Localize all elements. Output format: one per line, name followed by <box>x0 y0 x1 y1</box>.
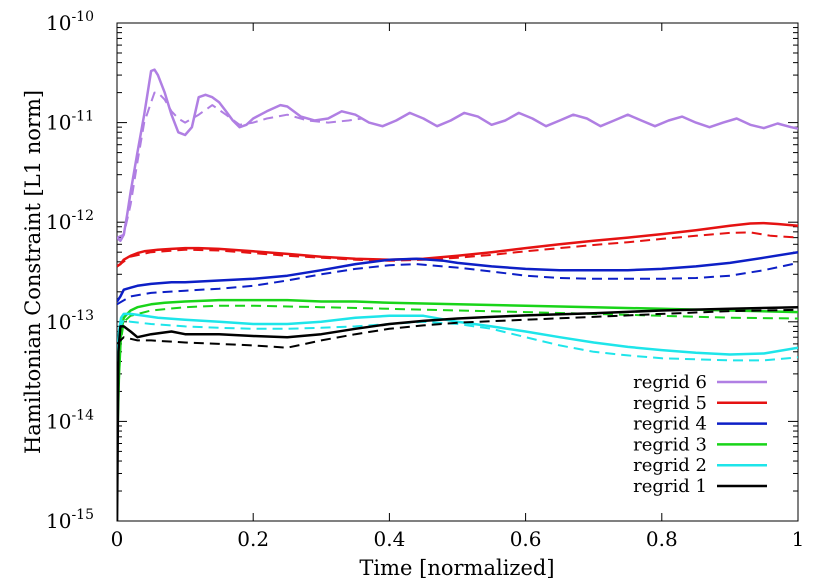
series-line-dashed-dashed <box>117 261 798 306</box>
y-tick-exponent: -15 <box>71 507 94 523</box>
y-tick-label: 10-11 <box>46 109 94 135</box>
y-tick-label: 10-10 <box>46 9 94 35</box>
x-tick-label: 0 <box>111 527 124 551</box>
x-tick-label: 0.6 <box>510 527 542 551</box>
x-tick-label: 0.8 <box>646 527 678 551</box>
y-tick-label: 10-15 <box>46 507 94 533</box>
series-line-dashed-dashed <box>117 308 798 349</box>
y-tick-label: 10-13 <box>46 308 94 334</box>
y-tick-exponent: -14 <box>71 407 94 423</box>
x-axis-label: Time [normalized] <box>359 556 554 580</box>
series-line-regrid-2 <box>117 312 798 362</box>
series-line-dashed-dashed <box>117 318 798 362</box>
series-line-regrid-1 <box>117 305 798 521</box>
plot-frame <box>116 22 799 522</box>
x-tick-label: 1 <box>792 527 805 551</box>
series-line-regrid-5 <box>117 221 798 268</box>
legend-label: regrid 4 <box>633 414 707 435</box>
series-line-regrid-3 <box>117 298 798 452</box>
series-line-regrid-4 <box>117 250 798 303</box>
y-tick-base: 10 <box>46 409 71 433</box>
y-axis-label: Hamiltonian Constraint [L1 norm] <box>21 90 45 454</box>
y-tick-exponent: -13 <box>71 308 94 324</box>
legend-label: regrid 5 <box>633 393 707 414</box>
series-line-regrid-6 <box>117 68 798 243</box>
y-tick-label: 10-14 <box>46 407 94 433</box>
y-tick-exponent: -12 <box>71 208 94 224</box>
series-line-dashed-dashed <box>117 231 798 268</box>
legend-label: regrid 6 <box>633 372 707 393</box>
y-tick-base: 10 <box>46 509 71 533</box>
y-tick-exponent: -10 <box>71 9 94 25</box>
y-tick-base: 10 <box>46 111 71 135</box>
legend-label: regrid 2 <box>633 455 707 476</box>
series-layer <box>117 68 798 521</box>
series-line-dashed-dashed <box>117 91 363 239</box>
x-tick-label: 0.4 <box>373 527 405 551</box>
y-tick-base: 10 <box>46 11 71 35</box>
y-tick-base: 10 <box>46 210 71 234</box>
y-tick-exponent: -11 <box>71 109 94 125</box>
x-tick-label: 0.2 <box>237 527 269 551</box>
y-tick-label: 10-12 <box>46 208 94 234</box>
legend-label: regrid 3 <box>633 434 707 455</box>
legend-label: regrid 1 <box>633 476 707 497</box>
axis-ticks: 0 0.2 0.4 0.6 0.8 110-1510-1410-1310-1210-111… <box>46 9 804 551</box>
y-tick-base: 10 <box>46 310 71 334</box>
